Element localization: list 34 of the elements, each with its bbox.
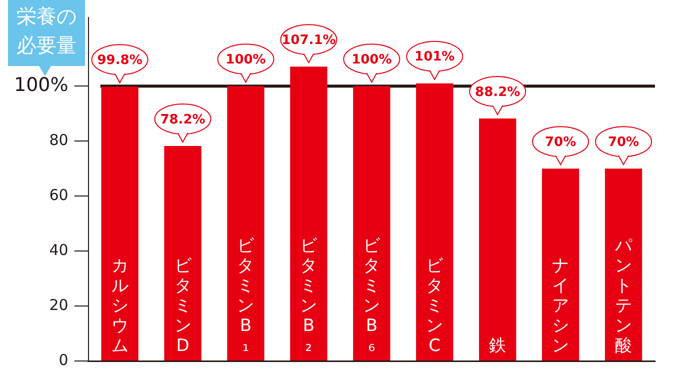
- ref-line-label: 栄養の必要量: [16, 4, 76, 58]
- x-tick-label: カルシウム: [111, 256, 128, 356]
- x-tick-label: ナイアシン: [552, 256, 570, 356]
- bar: [604, 168, 642, 360]
- bar: [227, 86, 264, 360]
- bar: [164, 146, 202, 360]
- y-tick-label: 0: [58, 350, 68, 369]
- x-tick-label: ビタミンB₆: [363, 236, 382, 356]
- y-tick-label: 80: [49, 130, 68, 149]
- x-tick-label: ビタミンC: [426, 256, 444, 356]
- y-tick-label: 20: [49, 296, 68, 314]
- data-label: 78.2%: [160, 112, 206, 128]
- y-tick-label: 100%: [14, 74, 68, 96]
- x-tick-label: ビタミンD: [174, 256, 192, 356]
- data-label: 70%: [544, 134, 576, 150]
- x-tick-label: 鉄: [489, 336, 506, 356]
- data-label: 107.1%: [282, 32, 336, 48]
- data-label: 70%: [608, 134, 640, 150]
- data-label: 100%: [352, 52, 392, 68]
- data-label: 88.2%: [475, 84, 520, 100]
- x-tick-label: ビタミンB₂: [300, 236, 318, 356]
- y-tick-label: 40: [49, 240, 68, 259]
- bar: [290, 66, 328, 360]
- bar: [101, 86, 138, 360]
- x-tick-label: ビタミンB₁: [237, 236, 256, 356]
- data-label: 99.8%: [97, 53, 142, 68]
- data-label: 101%: [414, 50, 455, 65]
- y-tick-label: 60: [49, 186, 68, 204]
- data-label: 100%: [226, 52, 266, 68]
- bar: [353, 86, 390, 360]
- x-tick-label: パントテン酸: [614, 236, 634, 356]
- bar: [416, 83, 454, 360]
- bar: [542, 168, 580, 360]
- bar: [479, 118, 516, 360]
